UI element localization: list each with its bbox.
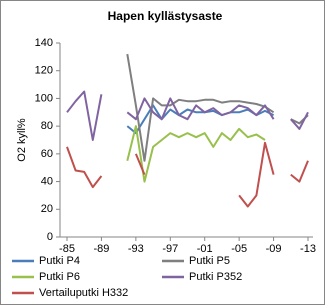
x-tick-label: -13 [300,243,316,255]
legend-label: Putki P352 [189,271,242,283]
x-tick-label: -01 [197,243,213,255]
y-tick-label: 120 [35,65,53,77]
chart-title: Hapen kyllästysaste [108,9,223,23]
x-tick-label: -09 [266,243,282,255]
y-tick-label: 80 [41,120,53,132]
legend-label: Putki P5 [189,255,230,267]
legend-label: Putki P6 [39,271,80,283]
x-tick-label: -89 [93,243,109,255]
legend-label: Vertailuputki H332 [39,287,128,299]
y-axis-title: O2 kyll% [16,118,28,162]
x-tick-label: -85 [59,243,75,255]
x-tick-label: -93 [128,243,144,255]
series-line [126,125,266,183]
x-tick-label: -97 [162,243,178,255]
x-tick-label: -05 [231,243,247,255]
y-tick-label: 140 [35,37,53,49]
y-tick-label: 0 [47,231,53,243]
legend-label: Putki P4 [39,255,80,267]
series-line [66,141,309,208]
y-tick-label: 100 [35,92,53,104]
y-tick-label: 60 [41,148,53,160]
series-line [66,90,309,141]
y-tick-label: 20 [41,203,53,215]
y-tick-label: 40 [41,175,53,187]
